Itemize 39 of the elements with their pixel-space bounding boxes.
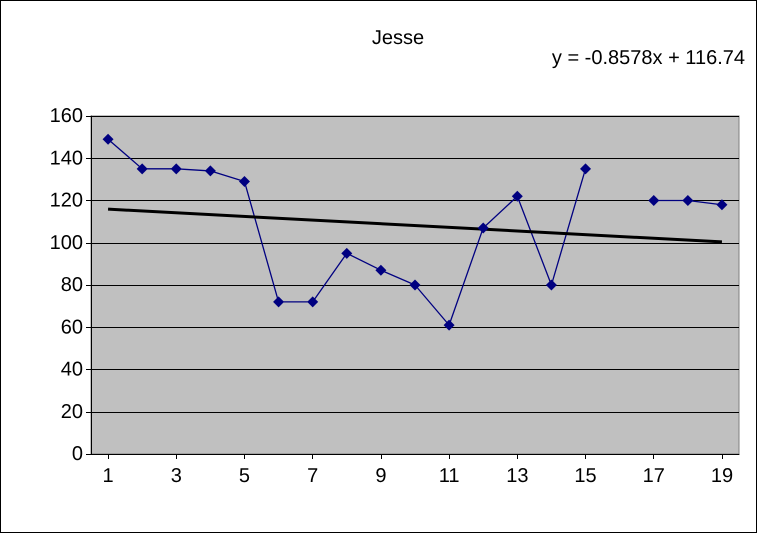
point [238,176,250,187]
y-tick-label: 100 [50,232,83,254]
point [204,165,216,176]
point [716,199,728,210]
point [478,222,489,234]
point [170,163,182,174]
point [273,296,284,308]
chart-title: Jesse [372,27,424,49]
point [307,296,318,308]
x-tick-label: 1 [102,465,114,487]
point [546,280,557,290]
y-tick-label: 20 [60,400,83,423]
point [410,280,420,290]
point [341,248,352,259]
point [102,134,114,145]
point [580,163,592,174]
point [512,190,523,202]
x-tick-label: 3 [170,465,182,487]
y-tick-label: 140 [50,147,83,170]
x-tick-label: 5 [238,465,250,487]
x-tick-label: 17 [642,465,665,487]
point [682,195,694,206]
x-tick-label: 9 [375,465,386,487]
x-tick-label: 7 [307,465,318,487]
point [136,163,148,174]
x-tick-label: 19 [710,465,734,487]
y-tick-label: 40 [60,358,83,380]
point [375,264,386,276]
y-tick-label: 0 [72,443,83,465]
x-tick-label: 13 [506,465,528,487]
point [648,195,660,206]
x-tick-label: 15 [574,465,597,487]
x-tick-label: 11 [438,465,460,487]
point [444,320,455,331]
y-tick-label: 60 [60,316,83,338]
y-tick-label: 120 [50,190,83,212]
text: y = -0.8578x + 116.74 [552,47,746,69]
y-tick-label: 80 [60,274,83,296]
y-tick-label: 160 [50,105,83,127]
